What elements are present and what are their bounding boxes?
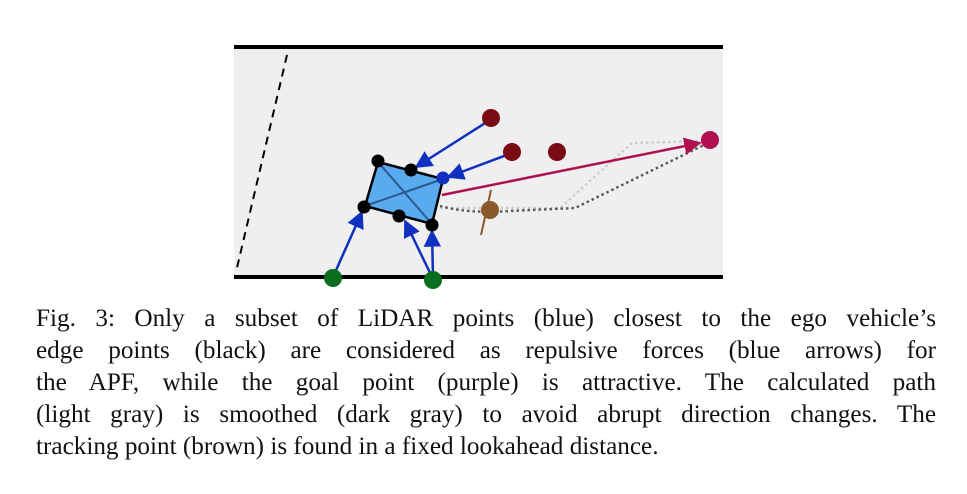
calculated-path [440,139,708,210]
obstacle-point [548,143,566,161]
caption-line: edge points (black) are considered as re… [36,337,936,364]
edge-point [392,209,406,223]
vehicle-diagonal-2 [364,178,444,207]
edge-point [425,218,439,232]
view-boundary-dashed [235,54,288,273]
repulsive-arrow [403,219,434,278]
ground-point [324,269,342,287]
edge-point [357,200,371,214]
apf-diagram [234,45,723,289]
repulsive-arrow [446,151,513,180]
ground-point [424,271,442,289]
tracking-point [481,201,499,219]
caption-line: (light gray) is smoothed (dark gray) to … [36,401,936,428]
caption-line: the APF, while the goal point (purple) i… [36,369,936,396]
caption-line: tracking point (brown) is found in a fix… [36,433,659,460]
repulsive-arrow [423,229,442,278]
road-area [234,47,723,278]
repulsive-arrow [414,118,491,169]
lidar-point [436,171,450,185]
obstacle-point [503,143,521,161]
obstacle-point [482,109,500,127]
figure-caption: Fig. 3: Only a subset of LiDAR points (b… [36,303,936,463]
attractive-arrow [441,137,702,197]
repulsive-arrow [331,210,364,278]
edge-point [404,163,418,177]
caption-line: Fig. 3: Only a subset of LiDAR points (b… [36,305,936,332]
edge-point [371,154,385,168]
goal-point [701,131,719,149]
